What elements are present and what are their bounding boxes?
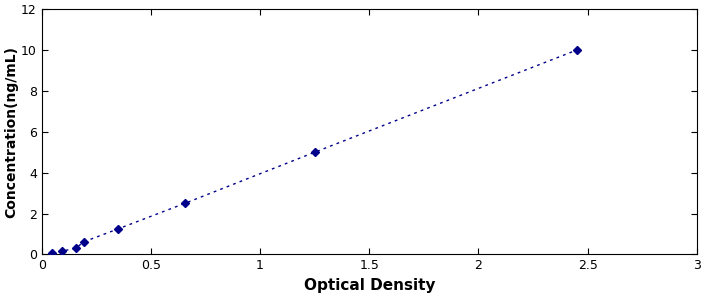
Y-axis label: Concentration(ng/mL): Concentration(ng/mL) [4, 46, 18, 218]
X-axis label: Optical Density: Optical Density [304, 278, 435, 293]
